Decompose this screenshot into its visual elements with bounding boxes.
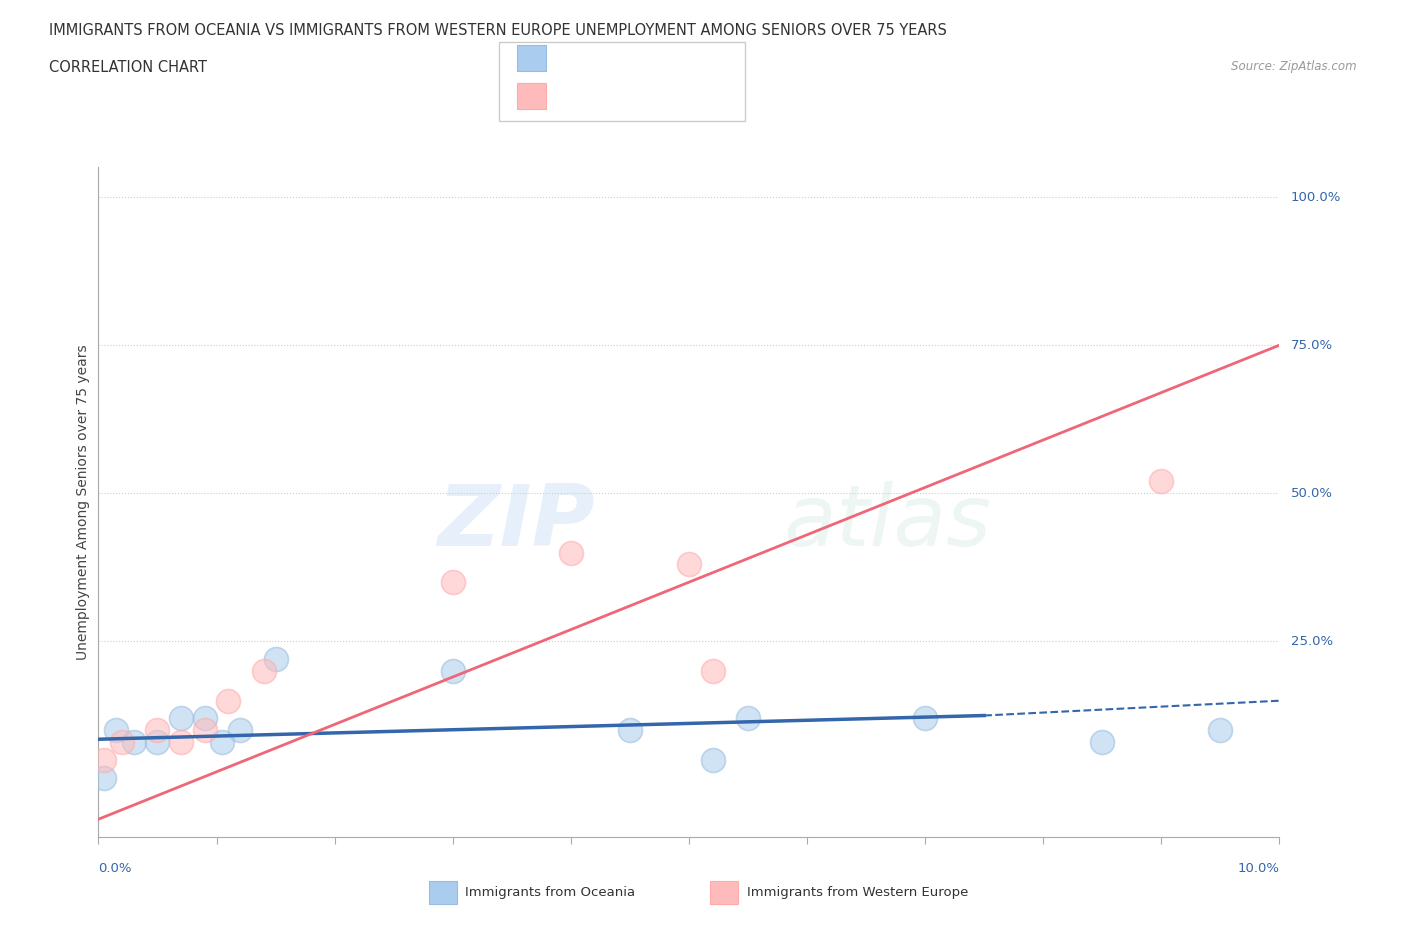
Point [914, 711, 936, 726]
Point [560, 545, 582, 560]
Point [217, 693, 239, 708]
Point [111, 735, 134, 750]
Point [678, 557, 700, 572]
Point [194, 711, 217, 726]
Point [702, 664, 724, 679]
Text: CORRELATION CHART: CORRELATION CHART [49, 60, 207, 75]
Text: Immigrants from Oceania: Immigrants from Oceania [465, 886, 636, 899]
Text: 0.0%: 0.0% [98, 862, 132, 875]
Text: 10.0%: 10.0% [1237, 862, 1279, 875]
Text: Immigrants from Western Europe: Immigrants from Western Europe [747, 886, 967, 899]
Text: R =: R = [557, 88, 591, 103]
Point [170, 711, 193, 726]
Point [170, 735, 193, 750]
Point [211, 735, 233, 750]
Point [229, 723, 252, 737]
Point [1150, 474, 1173, 489]
Point [702, 752, 724, 767]
Text: N =: N = [641, 50, 689, 65]
Point [264, 652, 287, 667]
Point [146, 723, 169, 737]
Point [146, 735, 169, 750]
Text: atlas: atlas [783, 481, 991, 564]
Point [194, 723, 217, 737]
Text: 13: 13 [690, 88, 710, 103]
Point [122, 735, 145, 750]
Text: Source: ZipAtlas.com: Source: ZipAtlas.com [1232, 60, 1357, 73]
Text: 100.0%: 100.0% [1291, 191, 1341, 204]
Point [105, 723, 128, 737]
Text: 14: 14 [690, 50, 710, 65]
Point [441, 575, 464, 590]
Point [1091, 735, 1114, 750]
Text: 50.0%: 50.0% [1291, 486, 1333, 499]
Text: R =: R = [557, 50, 591, 65]
Point [1209, 723, 1232, 737]
Point [619, 723, 641, 737]
Text: ZIP: ZIP [437, 481, 595, 564]
Text: 25.0%: 25.0% [1291, 635, 1333, 648]
Text: IMMIGRANTS FROM OCEANIA VS IMMIGRANTS FROM WESTERN EUROPE UNEMPLOYMENT AMONG SEN: IMMIGRANTS FROM OCEANIA VS IMMIGRANTS FR… [49, 23, 948, 38]
Text: N =: N = [641, 88, 689, 103]
Text: 0.164: 0.164 [588, 50, 631, 65]
Point [737, 711, 759, 726]
Y-axis label: Unemployment Among Seniors over 75 years: Unemployment Among Seniors over 75 years [76, 344, 90, 660]
Text: 75.0%: 75.0% [1291, 339, 1333, 352]
Point [93, 770, 115, 785]
Point [93, 752, 115, 767]
Point [441, 664, 464, 679]
Text: 0.642: 0.642 [588, 88, 631, 103]
Point [253, 664, 276, 679]
